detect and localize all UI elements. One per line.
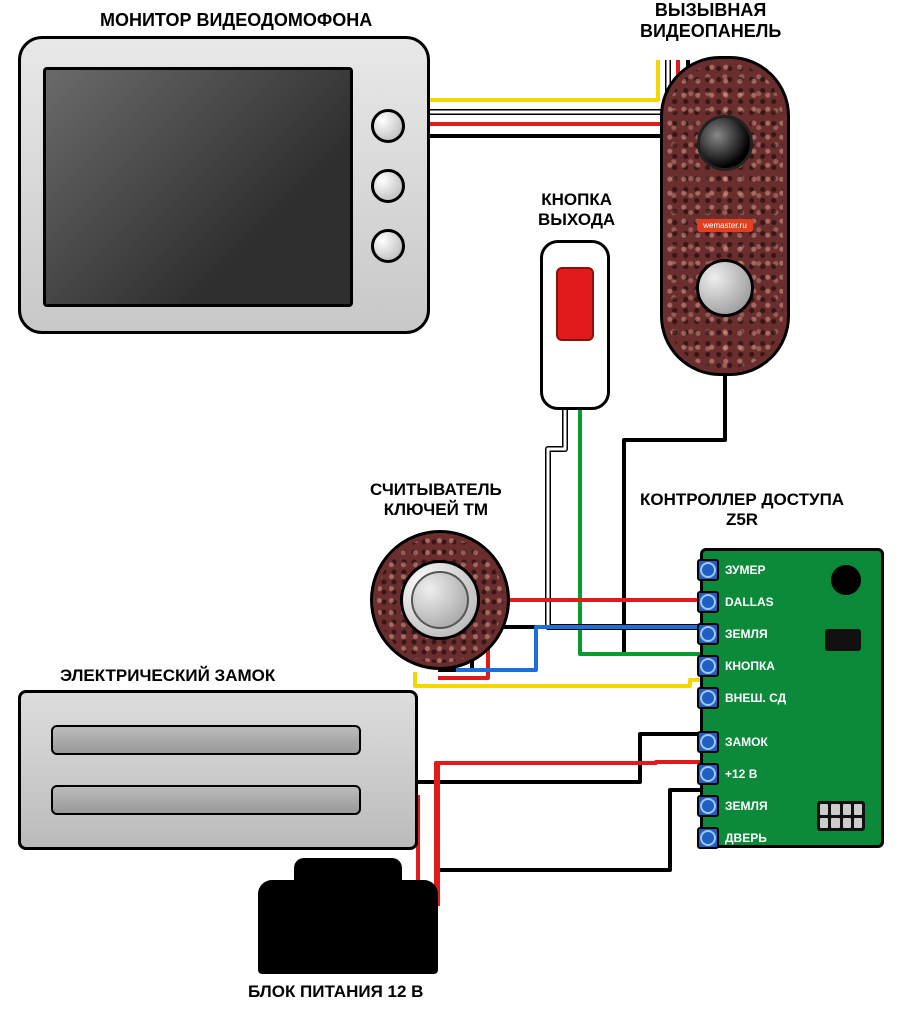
panel-texture	[667, 63, 783, 369]
terminal-label: +12 В	[725, 767, 757, 781]
label-psu: БЛОК ПИТАНИЯ 12 В	[248, 982, 423, 1002]
label-monitor: МОНИТОР ВИДЕОДОМОФОНА	[100, 10, 372, 31]
label-tm-reader: СЧИТЫВАТЕЛЬ КЛЮЧЕЙ ТМ	[370, 480, 502, 520]
terminal-label: ВНЕШ. СД	[725, 691, 786, 705]
video-monitor	[18, 36, 430, 334]
monitor-button-1	[371, 109, 405, 143]
screw-terminal-icon	[697, 591, 719, 613]
screw-terminal-icon	[697, 655, 719, 677]
terminal-label: ЗУМЕР	[725, 563, 766, 577]
label-lock: ЭЛЕКТРИЧЕСКИЙ ЗАМОК	[60, 666, 275, 686]
call-panel: wemaster.ru	[660, 56, 790, 376]
screw-terminal-icon	[697, 827, 719, 849]
terminal-1: DALLAS	[697, 591, 774, 613]
lock-slot-2	[51, 785, 361, 815]
screw-terminal-icon	[697, 623, 719, 645]
camera-icon	[697, 115, 753, 171]
terminal-5: ЗАМОК	[697, 731, 768, 753]
electric-lock	[18, 690, 418, 850]
terminal-label: КНОПКА	[725, 659, 775, 673]
terminal-3: КНОПКА	[697, 655, 775, 677]
terminal-2: ЗЕМЛЯ	[697, 623, 768, 645]
screw-terminal-icon	[697, 795, 719, 817]
monitor-button-3	[371, 229, 405, 263]
screw-terminal-icon	[697, 763, 719, 785]
terminal-label: ДВЕРЬ	[725, 831, 767, 845]
pin-header-icon	[817, 801, 865, 831]
screw-terminal-icon	[697, 559, 719, 581]
monitor-button-2	[371, 169, 405, 203]
call-button-icon	[696, 259, 754, 317]
power-supply	[258, 880, 438, 974]
chip-icon	[825, 629, 861, 651]
label-exit-button: КНОПКА ВЫХОДА	[538, 190, 615, 230]
label-controller: КОНТРОЛЛЕР ДОСТУПА Z5R	[640, 490, 844, 530]
panel-brand: wemaster.ru	[697, 219, 753, 232]
terminal-label: ЗЕМЛЯ	[725, 799, 768, 813]
screw-terminal-icon	[697, 731, 719, 753]
terminal-0: ЗУМЕР	[697, 559, 766, 581]
tm-contact-inner	[411, 571, 469, 629]
exit-button-device	[540, 240, 610, 410]
terminal-label: DALLAS	[725, 595, 774, 609]
terminal-6: +12 В	[697, 763, 757, 785]
exit-button-key	[556, 267, 594, 341]
label-videopanel: ВЫЗЫВНАЯ ВИДЕОПАНЕЛЬ	[640, 0, 781, 42]
screw-terminal-icon	[697, 687, 719, 709]
terminal-7: ЗЕМЛЯ	[697, 795, 768, 817]
monitor-screen	[43, 67, 353, 307]
terminal-8: ДВЕРЬ	[697, 827, 767, 849]
psu-plug	[294, 858, 402, 888]
terminal-label: ЗЕМЛЯ	[725, 627, 768, 641]
lock-slot-1	[51, 725, 361, 755]
terminal-4: ВНЕШ. СД	[697, 687, 786, 709]
terminal-label: ЗАМОК	[725, 735, 768, 749]
buzzer-icon	[831, 565, 861, 595]
tm-key-reader	[370, 530, 510, 670]
access-controller: ЗУМЕР DALLAS ЗЕМЛЯ КНОПКА ВНЕШ. СД ЗАМОК +12 В…	[700, 548, 884, 848]
